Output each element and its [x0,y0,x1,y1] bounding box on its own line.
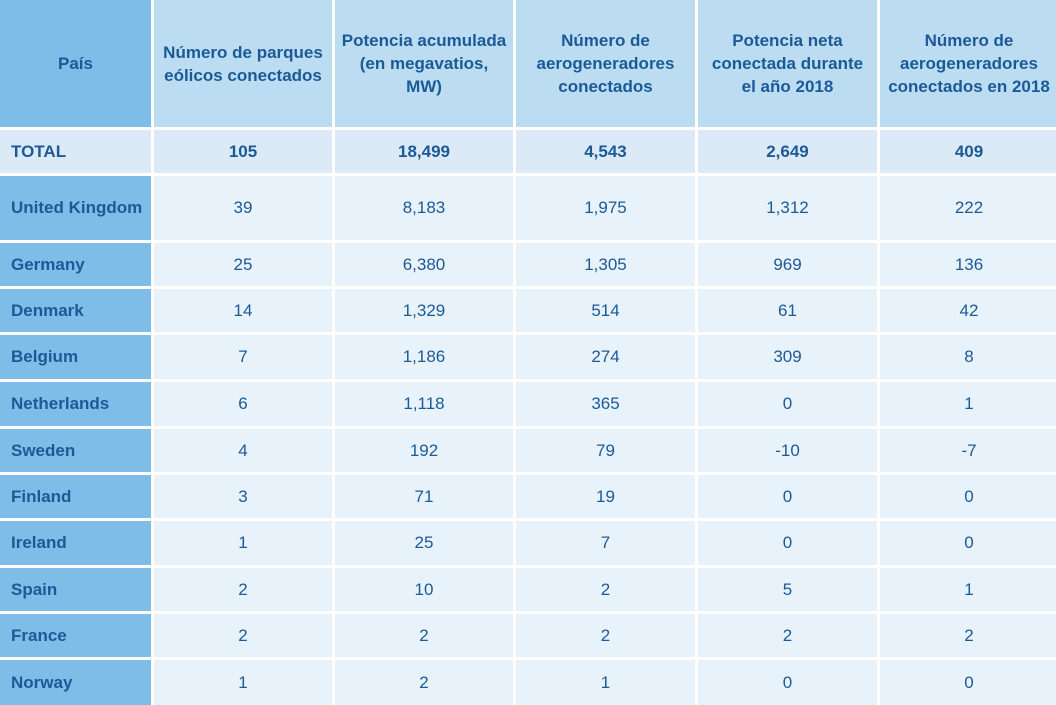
table-cell: 192 [335,429,513,472]
table-cell: 10 [335,568,513,611]
column-header: Número de aerogeneradores conectados [516,0,695,127]
table-cell: 1,975 [516,176,695,240]
table-cell: 5 [698,568,877,611]
table-cell: 25 [154,243,332,286]
table-cell: 71 [335,475,513,518]
table-cell: 222 [880,176,1056,240]
table-cell: 2 [698,614,877,657]
table-cell: 6,380 [335,243,513,286]
table-cell: 105 [154,130,332,173]
table-cell: 25 [335,521,513,565]
table-cell: 2,649 [698,130,877,173]
table-cell: 365 [516,382,695,426]
row-label: TOTAL [0,130,151,173]
column-header: Número de aerogeneradores conectados en … [880,0,1056,127]
table-cell: 136 [880,243,1056,286]
table-cell: 0 [698,382,877,426]
table-cell: 0 [880,521,1056,565]
table-cell: 4,543 [516,130,695,173]
table-cell: 8 [880,335,1056,379]
table-cell: 39 [154,176,332,240]
table-cell: -7 [880,429,1056,472]
row-label: Netherlands [0,382,151,426]
table-cell: 274 [516,335,695,379]
table-cell: 1 [880,382,1056,426]
row-label: Sweden [0,429,151,472]
table-cell: 0 [880,475,1056,518]
table-cell: 969 [698,243,877,286]
row-label: Belgium [0,335,151,379]
table-cell: 7 [516,521,695,565]
table-cell: 0 [698,521,877,565]
table-cell: 2 [154,568,332,611]
table-cell: 1,118 [335,382,513,426]
table-cell: 6 [154,382,332,426]
row-label: Germany [0,243,151,286]
table-cell: 4 [154,429,332,472]
table-cell: 2 [154,614,332,657]
row-label: Norway [0,660,151,705]
table-cell: 2 [335,660,513,705]
table-cell: 1,329 [335,289,513,332]
row-label: United Kingdom [0,176,151,240]
table-cell: 1,305 [516,243,695,286]
row-label: Spain [0,568,151,611]
table-cell: 514 [516,289,695,332]
table-cell: 409 [880,130,1056,173]
table-cell: 2 [880,614,1056,657]
table-cell: 2 [335,614,513,657]
table-cell: 79 [516,429,695,472]
row-label: France [0,614,151,657]
table-cell: 19 [516,475,695,518]
table-cell: 1 [154,521,332,565]
table-cell: 1 [516,660,695,705]
table-cell: 1 [154,660,332,705]
table-cell: 2 [516,614,695,657]
table-cell: -10 [698,429,877,472]
column-header: Potencia neta conectada durante el año 2… [698,0,877,127]
table-cell: 61 [698,289,877,332]
table-cell: 1 [880,568,1056,611]
table-cell: 0 [698,475,877,518]
table-cell: 1,312 [698,176,877,240]
table-cell: 0 [698,660,877,705]
row-label: Denmark [0,289,151,332]
table-cell: 18,499 [335,130,513,173]
table-cell: 1,186 [335,335,513,379]
table-cell: 309 [698,335,877,379]
table-cell: 8,183 [335,176,513,240]
row-label: Ireland [0,521,151,565]
column-header: País [0,0,151,127]
table-cell: 42 [880,289,1056,332]
row-label: Finland [0,475,151,518]
table-cell: 3 [154,475,332,518]
table-cell: 0 [880,660,1056,705]
column-header: Número de parques eólicos conectados [154,0,332,127]
table-cell: 7 [154,335,332,379]
table-cell: 2 [516,568,695,611]
table-cell: 14 [154,289,332,332]
column-header: Potencia acumulada (en megavatios, MW) [335,0,513,127]
